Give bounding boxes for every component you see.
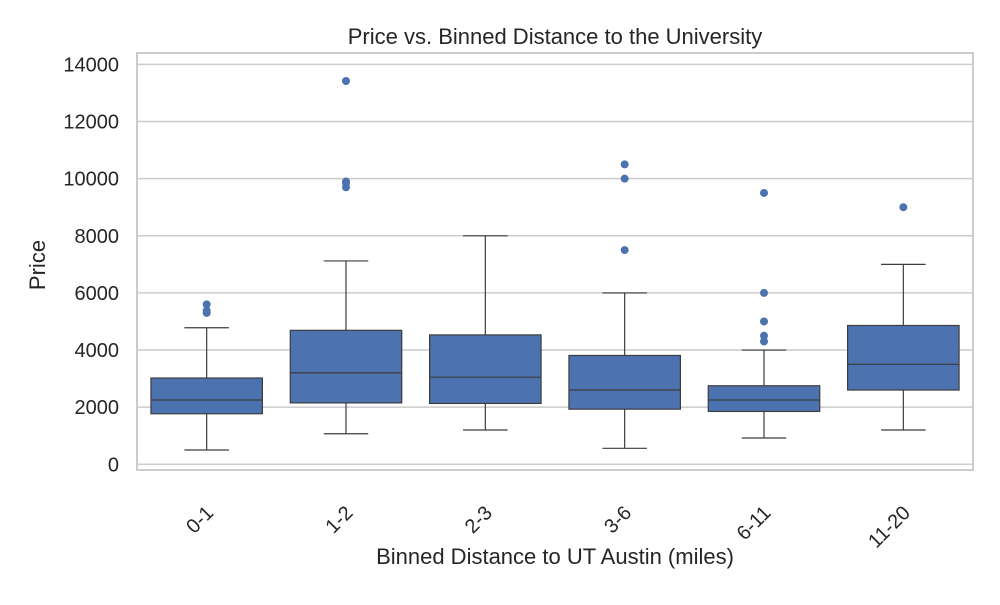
plot-frame: [136, 52, 974, 471]
y-tick-label: 2000: [75, 397, 120, 419]
outlier-point: [620, 174, 629, 183]
grid-lines: [137, 63, 973, 466]
box-iqr: [289, 329, 403, 404]
x-tick-label: 2-3: [461, 502, 497, 538]
box-iqr: [150, 377, 264, 415]
x-tick-label: 3-6: [600, 502, 636, 538]
y-axis-label: Price: [25, 240, 50, 290]
y-tick-labels: 0 2000 4000 6000 8000 10000 12000 14000: [63, 54, 119, 476]
box-group: [429, 235, 542, 431]
y-tick-label: 8000: [75, 226, 120, 248]
outlier-point: [342, 177, 350, 186]
y-tick-label: 6000: [75, 283, 120, 305]
outlier-point: [760, 331, 768, 340]
x-tick-label: 0-1: [182, 502, 218, 538]
y-tick-label: 12000: [63, 112, 119, 134]
outlier-point: [760, 317, 768, 326]
box-group: [150, 300, 264, 451]
box-iqr: [846, 324, 960, 391]
y-tick-label: 4000: [75, 340, 120, 362]
x-axis-label: Binned Distance to UT Austin (miles): [376, 544, 734, 569]
box-group: [289, 76, 403, 435]
x-tick-label: 11-20: [864, 502, 915, 553]
y-tick-label: 14000: [63, 54, 119, 76]
outlier-point: [202, 306, 211, 315]
box-group: [846, 203, 960, 431]
y-tick-label: 10000: [63, 169, 119, 191]
chart-title: Price vs. Binned Distance to the Univers…: [348, 24, 763, 49]
x-tick-label: 1-2: [322, 502, 358, 538]
box-iqr: [707, 385, 821, 413]
box-iqr: [568, 354, 682, 410]
outlier-point: [620, 246, 629, 255]
outlier-point: [202, 300, 211, 309]
x-tick-label: 6-11: [733, 502, 776, 545]
outlier-point: [760, 337, 768, 346]
outlier-point: [760, 188, 768, 197]
outlier-point: [620, 160, 629, 169]
boxes: [150, 76, 960, 451]
outlier-point: [760, 288, 768, 297]
outlier-point: [899, 203, 908, 212]
box-group: [707, 188, 821, 439]
outlier-point: [342, 76, 350, 85]
y-tick-label: 0: [108, 454, 119, 476]
box-iqr: [429, 334, 542, 405]
box-group: [568, 160, 682, 449]
